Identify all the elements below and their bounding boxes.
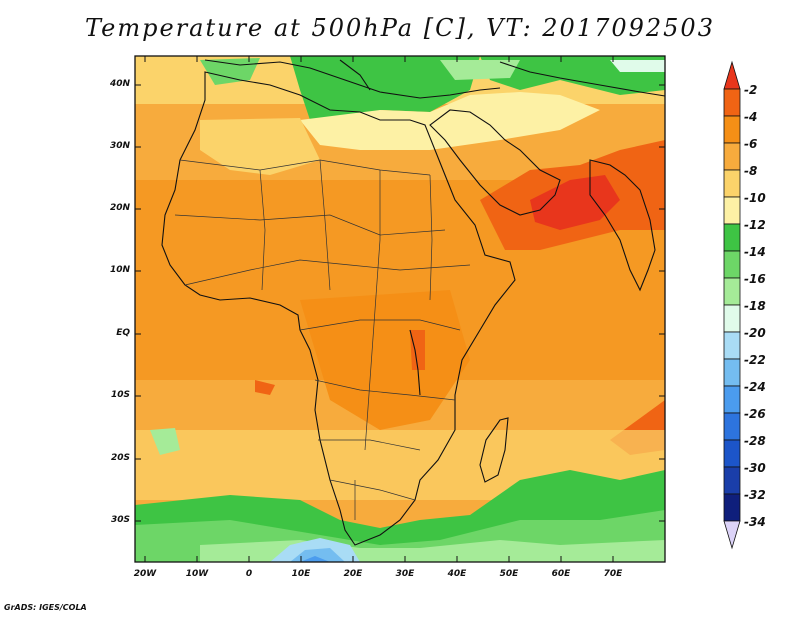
lat-label-10n: 10N	[109, 265, 130, 275]
lon-label-50e: 50E	[499, 569, 519, 579]
lon-label-20e: 20E	[343, 569, 363, 579]
colorbar-box	[723, 277, 741, 306]
lat-label-20n: 20N	[109, 203, 130, 213]
lat-label-40n: 40N	[109, 79, 130, 89]
map-field	[135, 56, 665, 562]
tick-marks	[135, 56, 665, 562]
colorbar-label: -4	[744, 110, 758, 124]
colorbar-label: -16	[744, 272, 766, 286]
colorbar-box	[723, 223, 741, 252]
colorbar-label: -32	[744, 488, 766, 502]
lon-label-10e: 10E	[291, 569, 311, 579]
lon-label-0: 0	[245, 569, 253, 579]
borders	[174, 159, 471, 520]
colorbar-label: -14	[744, 245, 766, 259]
colorbar-label: -10	[744, 191, 766, 205]
lat-label-eq: EQ	[116, 328, 130, 338]
colorbar-label: -26	[744, 407, 766, 421]
colorbar-box	[723, 304, 741, 333]
colorbar-label: -24	[744, 380, 766, 394]
credit-text: GrADS: IGES/COLA	[4, 603, 87, 612]
colorbar-label: -6	[744, 137, 758, 151]
lat-label-30s: 30S	[110, 515, 130, 525]
map-title: Temperature at 500hPa [C], VT: 201709250…	[85, 14, 715, 42]
colorbar-bottom-arrow	[723, 520, 741, 550]
lon-label-60e: 60E	[551, 569, 571, 579]
colorbar-box	[723, 358, 741, 387]
colorbar-label: -34	[744, 515, 766, 529]
colorbar-label: -18	[744, 299, 766, 313]
colorbar-box	[723, 169, 741, 198]
colorbar-label: -12	[744, 218, 766, 232]
colorbar	[723, 60, 741, 550]
colorbar-box	[723, 493, 741, 522]
lon-label-40e: 40E	[447, 569, 467, 579]
colorbar-label: -20	[744, 326, 766, 340]
colorbar-label: -22	[744, 353, 766, 367]
colorbar-label: -30	[744, 461, 766, 475]
lon-label-20w: 20W	[133, 569, 157, 579]
map-frame	[134, 55, 666, 563]
colorbar-box	[723, 466, 741, 495]
lat-label-30n: 30N	[109, 141, 130, 151]
colorbar-label: -8	[744, 164, 758, 178]
colorbar-box	[723, 331, 741, 360]
lat-label-10s: 10S	[110, 390, 130, 400]
colorbar-box	[723, 115, 741, 144]
lat-label-20s: 20S	[110, 453, 130, 463]
lon-label-30e: 30E	[395, 569, 415, 579]
colorbar-box	[723, 385, 741, 414]
colorbar-box	[723, 250, 741, 279]
colorbar-box	[723, 142, 741, 171]
colorbar-box	[723, 88, 741, 117]
lon-label-10w: 10W	[185, 569, 209, 579]
colorbar-label: -2	[744, 83, 758, 97]
colorbar-box	[723, 412, 741, 441]
colorbar-box	[723, 196, 741, 225]
colorbar-box	[723, 439, 741, 468]
lon-label-70e: 70E	[603, 569, 623, 579]
colorbar-top-arrow	[723, 60, 741, 90]
colorbar-label: -28	[744, 434, 766, 448]
